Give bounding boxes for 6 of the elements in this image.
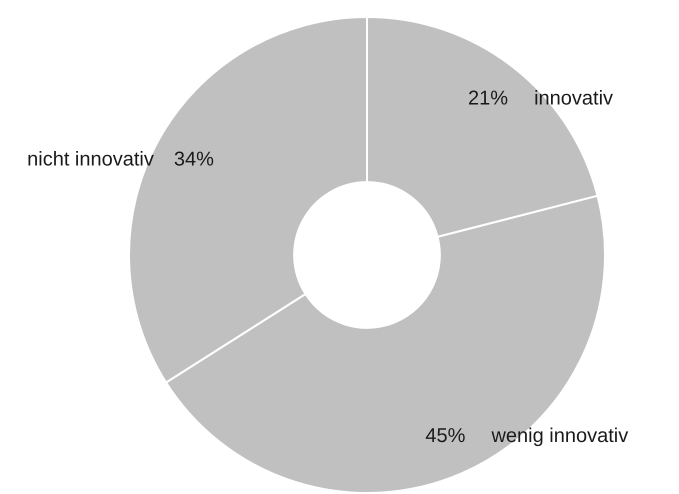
data-label: 34%	[174, 148, 214, 170]
slice-label: nicht innovativ	[27, 148, 154, 170]
slice-label: wenig innovativ	[490, 424, 628, 447]
slice-label: innovativ	[534, 87, 614, 110]
data-label: 21%	[468, 87, 508, 110]
data-label: 45%	[425, 424, 466, 447]
